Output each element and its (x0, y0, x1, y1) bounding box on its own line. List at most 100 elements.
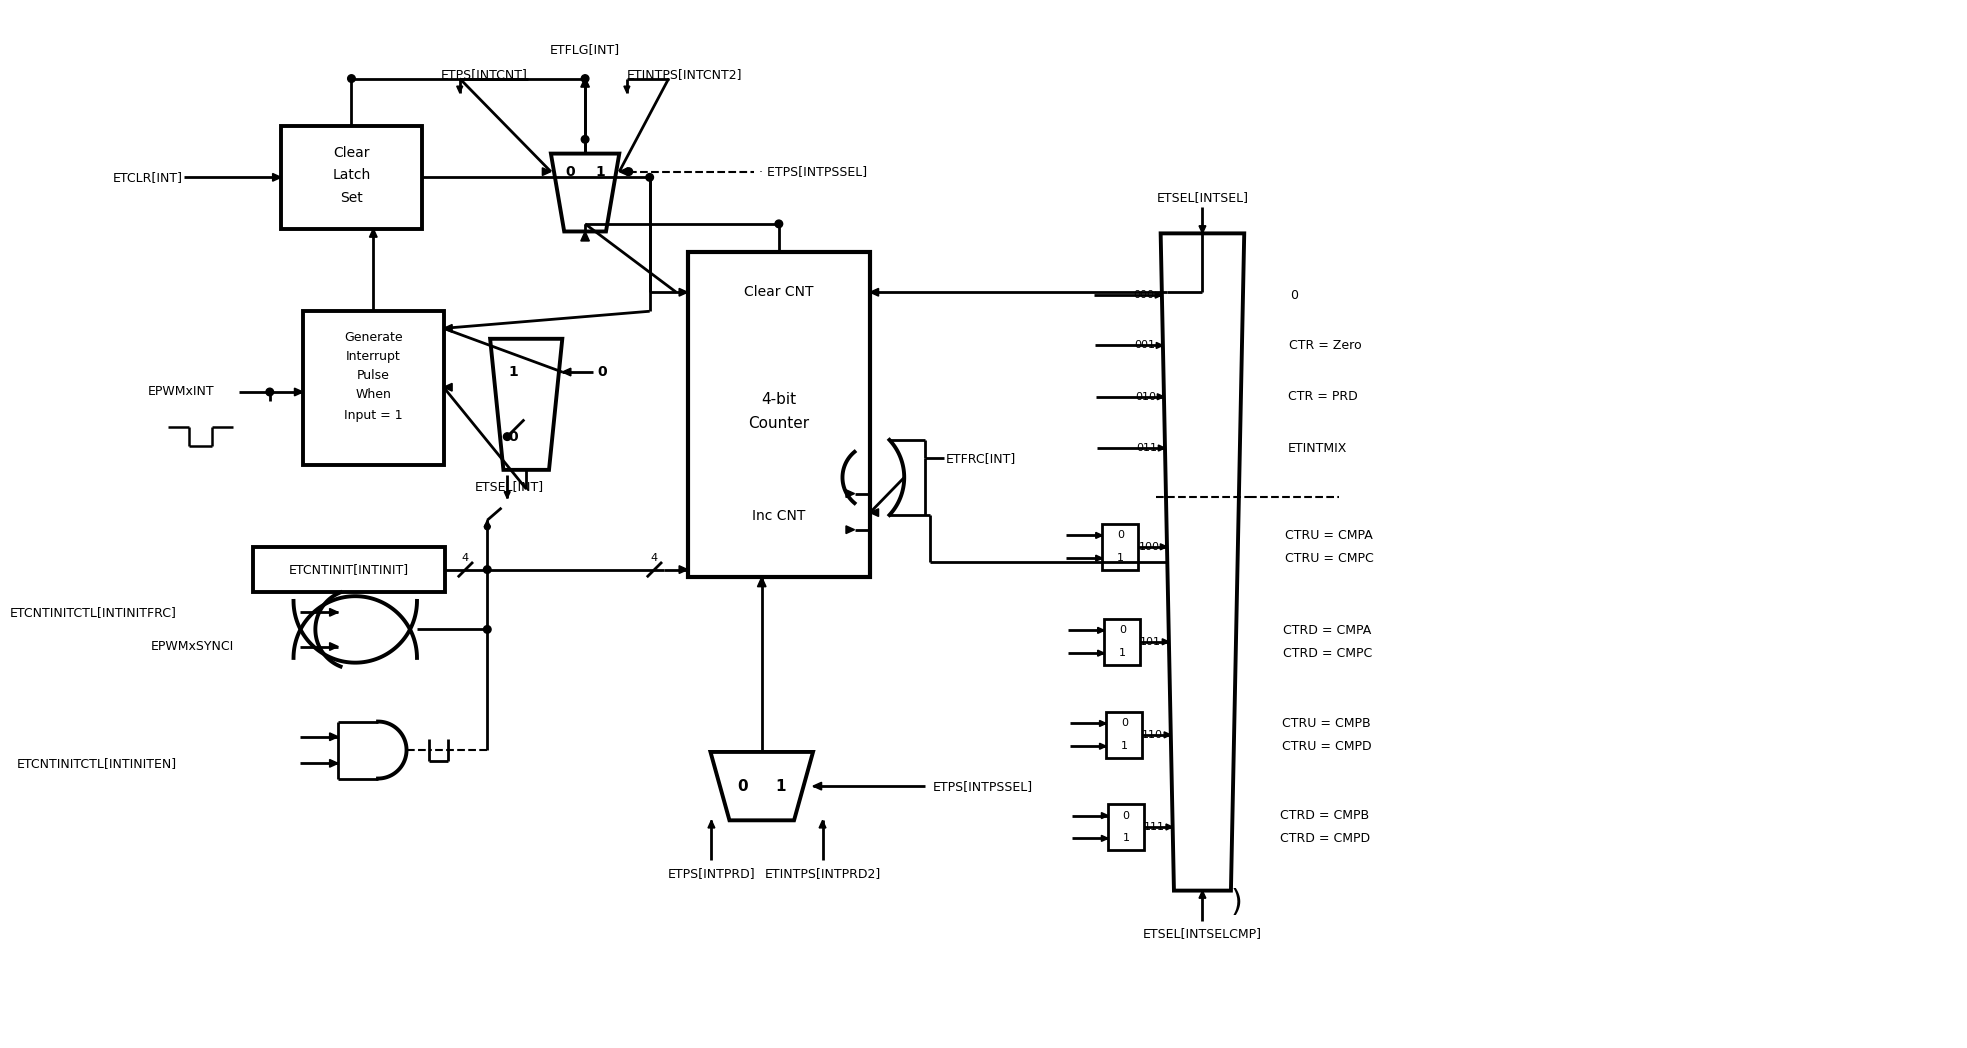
Polygon shape (1102, 835, 1107, 842)
Polygon shape (580, 232, 590, 241)
Text: 1: 1 (1119, 648, 1125, 658)
Polygon shape (504, 492, 509, 499)
Polygon shape (679, 566, 688, 573)
Polygon shape (543, 168, 551, 175)
Text: ETSEL[INTSEL]: ETSEL[INTSEL] (1157, 191, 1249, 203)
Polygon shape (1155, 292, 1162, 298)
Text: ETFRC[INT]: ETFRC[INT] (946, 452, 1017, 465)
Text: 4: 4 (651, 553, 659, 563)
Text: Counter: Counter (747, 416, 808, 431)
Text: ETINTPS[INTPRD2]: ETINTPS[INTPRD2] (765, 867, 881, 880)
Polygon shape (273, 174, 281, 181)
Circle shape (484, 524, 490, 529)
Circle shape (504, 433, 511, 440)
Text: ETFLG[INT]: ETFLG[INT] (551, 43, 620, 57)
Text: ETINTMIX: ETINTMIX (1286, 441, 1347, 455)
Text: CTRU = CMPD: CTRU = CMPD (1282, 740, 1371, 752)
Text: 000: 000 (1133, 290, 1155, 300)
Polygon shape (295, 388, 303, 396)
Text: 1: 1 (1121, 741, 1127, 751)
Circle shape (348, 74, 356, 83)
Text: 0: 0 (1123, 810, 1129, 821)
Circle shape (645, 174, 653, 181)
Circle shape (582, 135, 588, 144)
Text: CTRU = CMPC: CTRU = CMPC (1284, 551, 1375, 565)
Polygon shape (846, 489, 854, 498)
Text: 110: 110 (1143, 729, 1162, 740)
Circle shape (484, 626, 492, 633)
Text: Pulse: Pulse (356, 369, 389, 383)
Polygon shape (1157, 394, 1164, 399)
Polygon shape (1164, 732, 1170, 738)
Polygon shape (1100, 743, 1105, 749)
Polygon shape (812, 782, 822, 790)
Text: ETSEL[INT]: ETSEL[INT] (474, 480, 543, 494)
Text: CTRD = CMPC: CTRD = CMPC (1282, 647, 1373, 659)
Polygon shape (818, 821, 826, 828)
Polygon shape (484, 520, 490, 527)
Polygon shape (1161, 544, 1166, 550)
Text: 010: 010 (1135, 392, 1157, 401)
Text: Generate: Generate (344, 331, 403, 345)
Text: Clear CNT: Clear CNT (744, 285, 814, 300)
Polygon shape (1096, 555, 1102, 561)
Text: 0: 0 (1119, 626, 1125, 635)
Text: Interrupt: Interrupt (346, 350, 401, 364)
Polygon shape (679, 288, 688, 297)
Bar (1105, 712, 1143, 758)
Polygon shape (1200, 225, 1206, 234)
Polygon shape (846, 526, 854, 533)
Text: ETCNTINIT[INTINIT]: ETCNTINIT[INTINIT] (289, 563, 409, 576)
Text: 001: 001 (1135, 341, 1155, 350)
Text: ETCNTINITCTL[INTINITFRC]: ETCNTINITCTL[INTINITFRC] (10, 606, 177, 618)
Text: 1: 1 (775, 779, 787, 793)
Text: ETCLR[INT]: ETCLR[INT] (112, 171, 183, 183)
Text: 1: 1 (1117, 553, 1123, 563)
Text: CTR = Zero: CTR = Zero (1290, 339, 1361, 352)
Polygon shape (624, 86, 629, 93)
Text: 1: 1 (596, 165, 606, 178)
Text: 0: 0 (598, 365, 608, 379)
Polygon shape (563, 368, 570, 376)
Text: ): ) (1231, 888, 1243, 917)
Text: CTRD = CMPB: CTRD = CMPB (1281, 809, 1369, 822)
Text: ETPS[INTCNT]: ETPS[INTCNT] (441, 68, 527, 82)
Text: ETSEL[INTSELCMP]: ETSEL[INTSELCMP] (1143, 926, 1263, 940)
Circle shape (626, 168, 633, 175)
Text: 100: 100 (1139, 542, 1159, 552)
Text: When: When (356, 389, 391, 401)
Bar (252, 547, 445, 592)
Text: CTR = PRD: CTR = PRD (1288, 390, 1357, 403)
Text: 0: 0 (565, 165, 574, 178)
Text: 0: 0 (507, 430, 517, 443)
Text: 111: 111 (1145, 822, 1164, 832)
Polygon shape (620, 168, 627, 175)
Text: Inc CNT: Inc CNT (751, 509, 806, 523)
Text: CTRD = CMPD: CTRD = CMPD (1281, 832, 1369, 845)
Text: 0: 0 (1290, 288, 1298, 302)
Polygon shape (708, 821, 714, 828)
Polygon shape (1100, 720, 1105, 726)
Text: ETPS[INTPSSEL]: ETPS[INTPSSEL] (932, 780, 1033, 792)
Circle shape (484, 566, 492, 573)
Text: Input = 1: Input = 1 (344, 409, 403, 422)
Polygon shape (1096, 532, 1102, 539)
Polygon shape (757, 577, 765, 587)
Text: 1: 1 (507, 365, 517, 379)
Text: 0: 0 (738, 779, 747, 793)
Polygon shape (869, 508, 879, 517)
Text: ETINTPS[INTCNT2]: ETINTPS[INTCNT2] (627, 68, 742, 82)
Circle shape (775, 220, 783, 227)
Bar (688, 253, 869, 577)
Text: 101: 101 (1141, 637, 1161, 647)
Text: 4-bit: 4-bit (761, 392, 797, 407)
Polygon shape (1098, 650, 1103, 656)
Polygon shape (330, 642, 338, 651)
Bar (1107, 804, 1145, 850)
Text: 011: 011 (1137, 443, 1157, 453)
Text: ETCNTINITCTL[INTINITEN]: ETCNTINITCTL[INTINITEN] (16, 757, 177, 770)
Polygon shape (1166, 824, 1172, 830)
Polygon shape (1157, 343, 1162, 348)
Bar (281, 126, 421, 228)
Bar (1103, 619, 1141, 664)
